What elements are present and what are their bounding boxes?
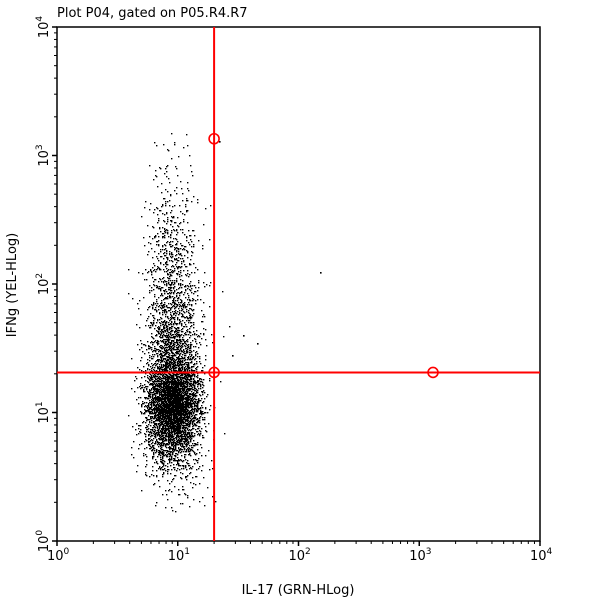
y-axis-ticks: 100 101 102 103 104 <box>35 16 57 553</box>
y-tick-label: 100 <box>35 530 52 553</box>
y-tick-label: 102 <box>35 273 52 295</box>
y-tick-label: 103 <box>35 144 52 166</box>
event-dots <box>127 133 322 513</box>
quadrant-gate[interactable] <box>57 27 540 541</box>
x-tick-label: 101 <box>168 547 190 564</box>
gate-handle-3[interactable] <box>427 366 439 379</box>
gate-handle-2[interactable] <box>208 366 220 379</box>
chart-title: Plot P04, gated on P05.R4.R7 <box>57 6 248 21</box>
plot-frame <box>56 26 541 542</box>
y-tick-label: 104 <box>35 16 52 39</box>
x-tick-label: 102 <box>289 547 311 564</box>
x-tick-label: 104 <box>530 547 553 564</box>
gate-handle-1[interactable] <box>208 132 220 145</box>
x-axis-ticks: 100 101 102 103 104 <box>47 541 553 564</box>
y-tick-label: 101 <box>35 401 52 423</box>
x-tick-label: 103 <box>409 547 431 564</box>
x-axis-label: IL-17 (GRN-HLog) <box>242 583 355 598</box>
event-dot-cloud <box>127 133 322 513</box>
y-axis-label: IFNg (YEL-HLog) <box>5 233 20 337</box>
